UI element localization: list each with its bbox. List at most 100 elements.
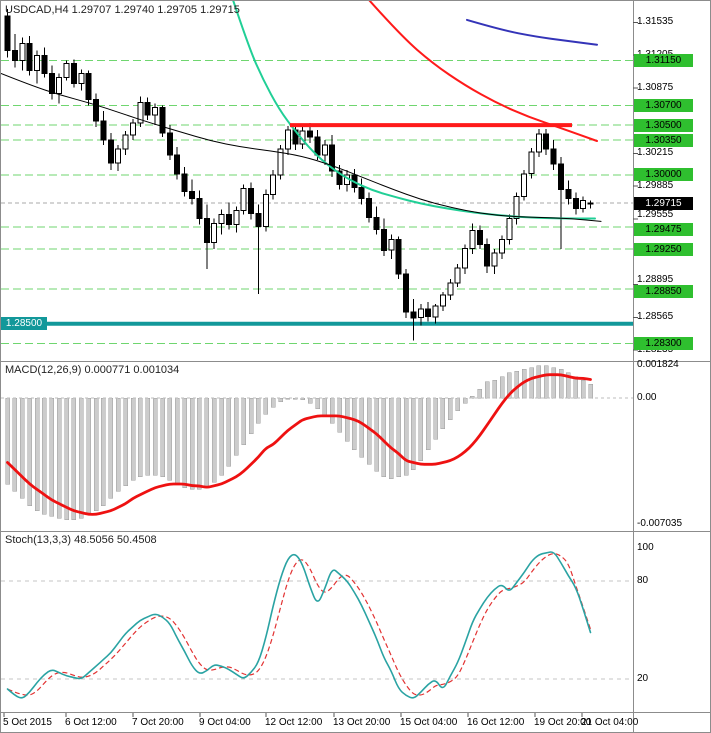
time-axis-label: 12 Oct 12:00 — [265, 717, 323, 728]
macd-histogram-bar — [455, 397, 460, 411]
ma-black — [1, 73, 602, 222]
price-level-badge: 1.30000 — [634, 168, 693, 182]
macd-histogram-bar — [359, 397, 364, 458]
candle-down — [558, 163, 564, 191]
macd-histogram-bar — [543, 365, 549, 399]
price-axis-label: 1.28895 — [637, 273, 674, 285]
candle-up — [432, 305, 439, 318]
time-axis-label: 7 Oct 20:00 — [132, 717, 184, 728]
macd-histogram-bar — [499, 376, 505, 399]
candle-down — [403, 273, 409, 313]
macd-histogram-bar — [470, 395, 475, 399]
macd-histogram-bar — [344, 397, 350, 442]
candles — [4, 8, 594, 341]
stoch-signal-line — [7, 553, 592, 696]
macd-histogram-bar — [529, 367, 534, 399]
candle-up — [587, 202, 594, 205]
price-level-badge: 1.28300 — [634, 337, 693, 351]
candle-down — [4, 15, 11, 52]
candle-down — [48, 73, 55, 94]
candle-up — [528, 151, 535, 175]
macd-axis-label: 0.001824 — [637, 359, 679, 371]
macd-histogram-bar — [514, 370, 519, 399]
macd-axis-label: -0.007035 — [637, 518, 683, 529]
stochastic-title: Stoch(13,3,3) 48.5056 50.4508 — [5, 534, 157, 546]
ma-spring-green — [232, 1, 596, 220]
macd-histogram-bar — [329, 397, 335, 424]
macd-histogram-bar — [101, 397, 106, 506]
candle-up — [130, 122, 136, 136]
macd-histogram-bar — [492, 379, 497, 399]
candle-up — [211, 222, 218, 243]
price-axis-label: 1.30875 — [637, 81, 674, 93]
candle-down — [166, 132, 173, 156]
candle-down — [425, 308, 432, 318]
macd-histogram-bar — [315, 397, 320, 409]
candle-down — [572, 198, 579, 210]
macd-signal-line — [6, 373, 592, 516]
stoch-main-line — [6, 551, 592, 699]
candle-down — [107, 139, 114, 164]
candle-up — [233, 210, 240, 225]
price-axis-label: 1.28565 — [637, 311, 674, 323]
macd-histogram-bar — [182, 397, 187, 488]
macd-histogram-bar — [433, 397, 438, 440]
candle-down — [181, 173, 188, 193]
candle-up — [439, 294, 446, 307]
macd-histogram-bar — [34, 397, 40, 512]
time-axis-label: 19 Oct 20:00 — [534, 717, 592, 728]
time-axis-label: 16 Oct 12:00 — [467, 717, 525, 728]
price-axis-label: 1.30215 — [637, 147, 674, 159]
candle-down — [100, 120, 107, 141]
macd-histogram-bar — [536, 365, 542, 399]
candle-up — [417, 308, 424, 319]
macd-axis-label: 0.00 — [637, 392, 657, 403]
stochastic-panel[interactable] — [1, 551, 633, 699]
macd-histogram-bar — [234, 397, 239, 456]
candle-down — [336, 170, 343, 186]
candle-up — [462, 247, 469, 269]
candle-up — [34, 55, 40, 71]
time-axis-label: 9 Oct 04:00 — [199, 717, 251, 728]
candle-up — [491, 252, 498, 267]
time-axis-label: 5 Oct 2015 — [3, 717, 52, 728]
price-level-badge: 1.31150 — [634, 54, 693, 68]
main-price-panel[interactable] — [1, 1, 633, 345]
macd-histogram-bar — [56, 397, 62, 519]
candle-up — [63, 63, 70, 78]
candle-down — [41, 55, 48, 74]
candle-down — [255, 213, 262, 227]
macd-histogram-bar — [152, 397, 158, 476]
macd-histogram-bar — [322, 397, 328, 417]
macd-histogram-bar — [381, 397, 387, 478]
candle-up — [513, 196, 520, 219]
macd-histogram-bar — [219, 397, 224, 476]
candle-down — [380, 228, 387, 251]
candle-down — [307, 130, 314, 138]
macd-histogram-bar — [403, 397, 409, 476]
macd-histogram-bar — [160, 397, 165, 478]
candle-down — [410, 311, 417, 319]
ma-red — [368, 1, 598, 142]
time-axis-label: 6 Oct 12:00 — [65, 717, 117, 728]
macd-histogram-bar — [86, 397, 91, 515]
macd-histogram-bar — [248, 397, 254, 435]
macd-histogram-bar — [462, 397, 468, 404]
macd-histogram-bar — [20, 397, 25, 499]
candle-down — [565, 189, 572, 200]
macd-histogram-bar — [270, 397, 276, 408]
ma-blue — [466, 18, 598, 46]
candle-down — [174, 154, 181, 175]
price-axis-label: 1.29555 — [637, 208, 674, 220]
candle-down — [70, 63, 77, 84]
candle-down — [26, 43, 33, 71]
price-level-badge: 1.30500 — [634, 118, 693, 132]
candle-up — [506, 218, 513, 240]
macd-histogram-bar — [411, 397, 416, 470]
candle-up — [270, 174, 277, 196]
stoch-axis-label: 100 — [637, 542, 654, 553]
macd-histogram-bar — [566, 372, 571, 399]
macd-histogram-bar — [197, 397, 202, 490]
macd-panel[interactable] — [1, 365, 633, 521]
